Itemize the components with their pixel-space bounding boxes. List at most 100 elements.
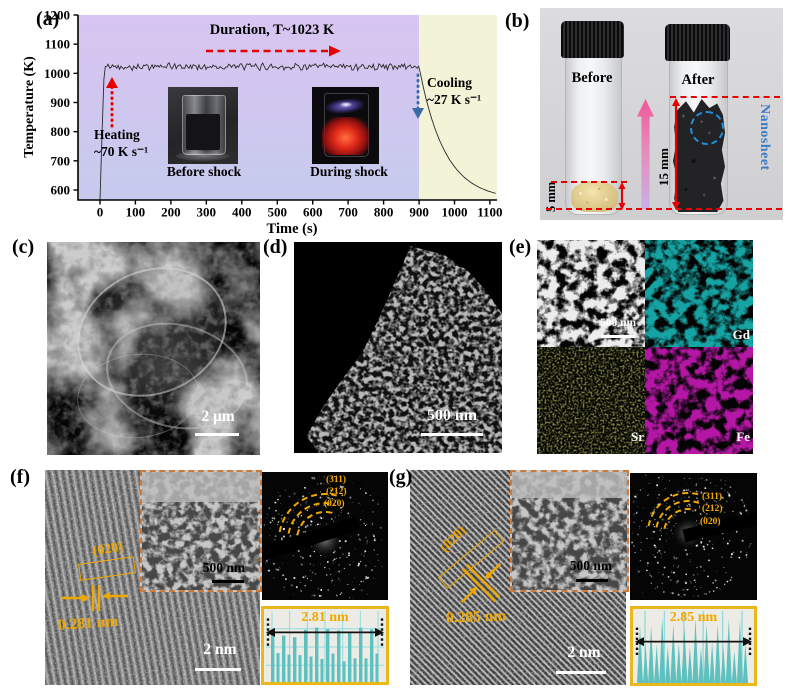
svg-text:900: 900 [51,95,71,110]
cooling-annotation: Cooling ~27 K s⁻¹ [427,75,495,108]
ring-label-311: (311) [326,474,346,485]
stem-map [537,240,645,347]
svg-text:700: 700 [338,205,358,220]
eds-mapping-grid [537,240,753,454]
scale-bar-line-d [421,433,483,436]
vial-before-label: Before [571,70,613,86]
beam-stop [682,511,757,543]
height5-label: 5 mm [544,181,558,212]
saed-pattern-f: (311) (212) (020) [262,472,388,600]
sr-map [537,347,645,454]
heating-arrow [106,77,118,128]
svg-text:500: 500 [268,205,288,220]
intensity-profile-plot-f [266,611,384,682]
cooling-line1: Cooling [427,75,473,90]
flash-core [340,102,352,107]
gd-label: Gd [732,327,750,342]
sem-image-porous-network [294,242,502,453]
inset-scale-line-f [212,580,244,583]
ring-label-212: (212) [326,486,347,497]
vial-photo: Before After 5 mm 15 mm Nanosheet [540,8,783,220]
intensity-profile-g: 2.85 nm [630,606,757,686]
svg-text:600: 600 [303,205,323,220]
precursor-sheet [186,114,220,150]
svg-text:1100: 1100 [477,205,502,220]
svg-text:1000: 1000 [442,205,468,220]
svg-text:300: 300 [197,205,217,220]
svg-text:1200: 1200 [44,8,70,23]
gd-map [645,240,753,347]
duration-arrow [206,45,341,57]
fe-label: Fe [736,429,750,444]
ring-label-020: (020) [700,516,721,527]
ring-arcs [278,493,338,536]
nanosheet-highlight-circle [690,111,724,145]
scale-bar-line-f [195,668,241,671]
ring-label-020: (020) [324,498,345,509]
heating-line2: ~70 K s⁻¹ [94,143,149,159]
scale-bar-label-e: 500 nm [599,317,637,329]
svg-text:800: 800 [374,205,394,220]
sr-label: Sr [631,429,644,444]
hotplate-base [176,151,230,161]
growth-gradient-arrow [637,99,654,209]
panel-d-label: (d) [263,236,288,258]
svg-text:100: 100 [126,205,146,220]
tem-inset-f: 500 nm [140,470,262,592]
scale-bar-label-c: 2 μm [201,408,235,425]
cooling-line2: ~27 K s⁻¹ [427,91,482,107]
d-spacing-label-g: 0.285 nm [445,607,507,627]
saed-pattern-g: (311) (212) (020) [630,473,757,600]
red-hot-glow [322,117,369,155]
svg-text:0: 0 [97,205,104,220]
panel-f-label: (f) [10,466,30,488]
nanosheet-label: Nanosheet [757,104,772,171]
svg-text:700: 700 [51,153,71,168]
before-shock-photo [168,87,238,164]
vial-cap-after [665,24,730,61]
inset-scale-label-f: 500 nm [202,560,246,575]
sem-image-nanosheet [47,242,260,455]
cooling-arrow [412,73,424,119]
scale-bar-line-c [195,433,239,436]
heating-line1: Heating [94,127,140,142]
svg-text:Time (s): Time (s) [267,221,318,237]
svg-text:400: 400 [232,205,252,220]
d-spacing-marker-f [62,585,128,611]
height5-dashed-line [551,181,627,183]
profile-width-label-g: 2.85 nm [669,610,718,625]
tem-inset-g: 500 nm [510,470,629,592]
scale-bar-label-d: 500 nm [426,407,478,424]
height15-arrow [672,98,680,210]
during-shock-caption: During shock [310,164,388,179]
tem-inset-texture-f [142,472,260,590]
svg-text:1000: 1000 [44,66,70,81]
fe-map [645,347,753,454]
ring-label-311: (311) [702,491,722,502]
baseline-dashed-line [546,208,782,210]
panel-c-label: (c) [12,236,35,258]
duration-annotation: Duration, T~1023 K [209,22,335,38]
height15-dashed-line [670,96,780,98]
svg-text:800: 800 [51,124,71,139]
panel-e-label: (e) [509,236,532,258]
sem-texture [47,242,260,455]
during-shock-photo [312,87,379,164]
before-shock-caption: Before shock [166,164,242,179]
inset-scale-label-g: 500 nm [569,558,613,573]
svg-text:600: 600 [51,183,71,198]
panel-a-label: (a) [36,8,60,30]
heating-annotation: Heating ~70 K s⁻¹ [94,127,170,160]
panel-b-label: (b) [505,10,530,32]
scale-bar-label-g: 2 nm [567,644,601,661]
scale-bar-label-f: 2 nm [203,641,237,658]
panel-g-label: (g) [389,466,413,488]
diffraction-spots [631,474,752,598]
eds-maps [537,240,753,454]
glass-beaker [182,95,226,155]
yellow-precursor-powder [571,181,618,212]
svg-text:900: 900 [409,205,429,220]
scale-bar-line-e [601,335,635,338]
profile-width-label-f: 2.81 nm [301,610,349,625]
